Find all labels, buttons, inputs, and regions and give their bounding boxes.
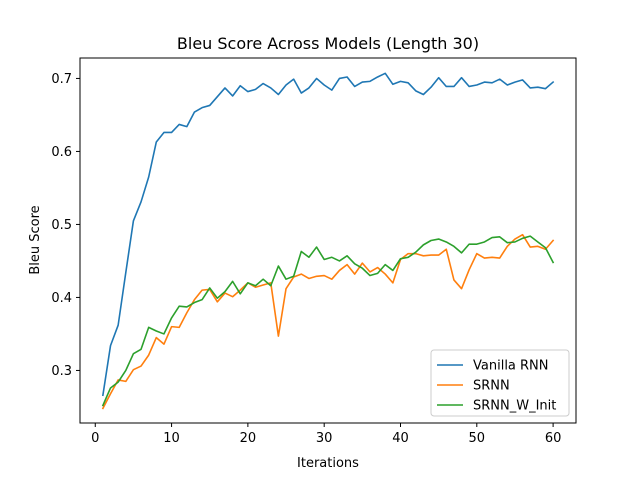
legend-label: Vanilla RNN — [473, 359, 549, 374]
y-tick-label: 0.3 — [51, 364, 72, 379]
legend-label: SRNN — [473, 379, 510, 394]
series-line-srnn-w-init — [101, 235, 555, 407]
y-tick-label: 0.5 — [51, 218, 72, 233]
chart-title: Bleu Score Across Models (Length 30) — [177, 34, 479, 53]
x-tick-label: 10 — [163, 431, 180, 446]
x-tick-label: 50 — [469, 431, 486, 446]
y-axis-label: Bleu Score — [28, 205, 43, 274]
x-tick-label: 0 — [91, 431, 99, 446]
legend-label: SRNN_W_Init — [473, 399, 556, 414]
x-tick-label: 60 — [545, 431, 562, 446]
plot-frame — [79, 57, 577, 424]
series-line-vanilla-rnn — [101, 72, 555, 397]
x-axis-label: Iterations — [297, 456, 359, 471]
x-axis-ticks: 0 10 20 30 40 50 60 — [91, 423, 561, 446]
x-tick-label: 40 — [392, 431, 409, 446]
legend: Vanilla RNN SRNN SRNN_W_Init — [430, 349, 570, 417]
x-tick-label: 20 — [240, 431, 257, 446]
y-tick-label: 0.7 — [51, 72, 72, 87]
series-line-srnn — [101, 233, 555, 410]
plot-lines — [101, 72, 555, 410]
x-tick-label: 30 — [316, 431, 333, 446]
y-tick-label: 0.4 — [51, 291, 72, 306]
y-tick-label: 0.6 — [51, 145, 72, 160]
y-axis-ticks: 0.3 0.4 0.5 0.6 0.7 — [51, 72, 80, 379]
legend-box — [430, 349, 570, 417]
